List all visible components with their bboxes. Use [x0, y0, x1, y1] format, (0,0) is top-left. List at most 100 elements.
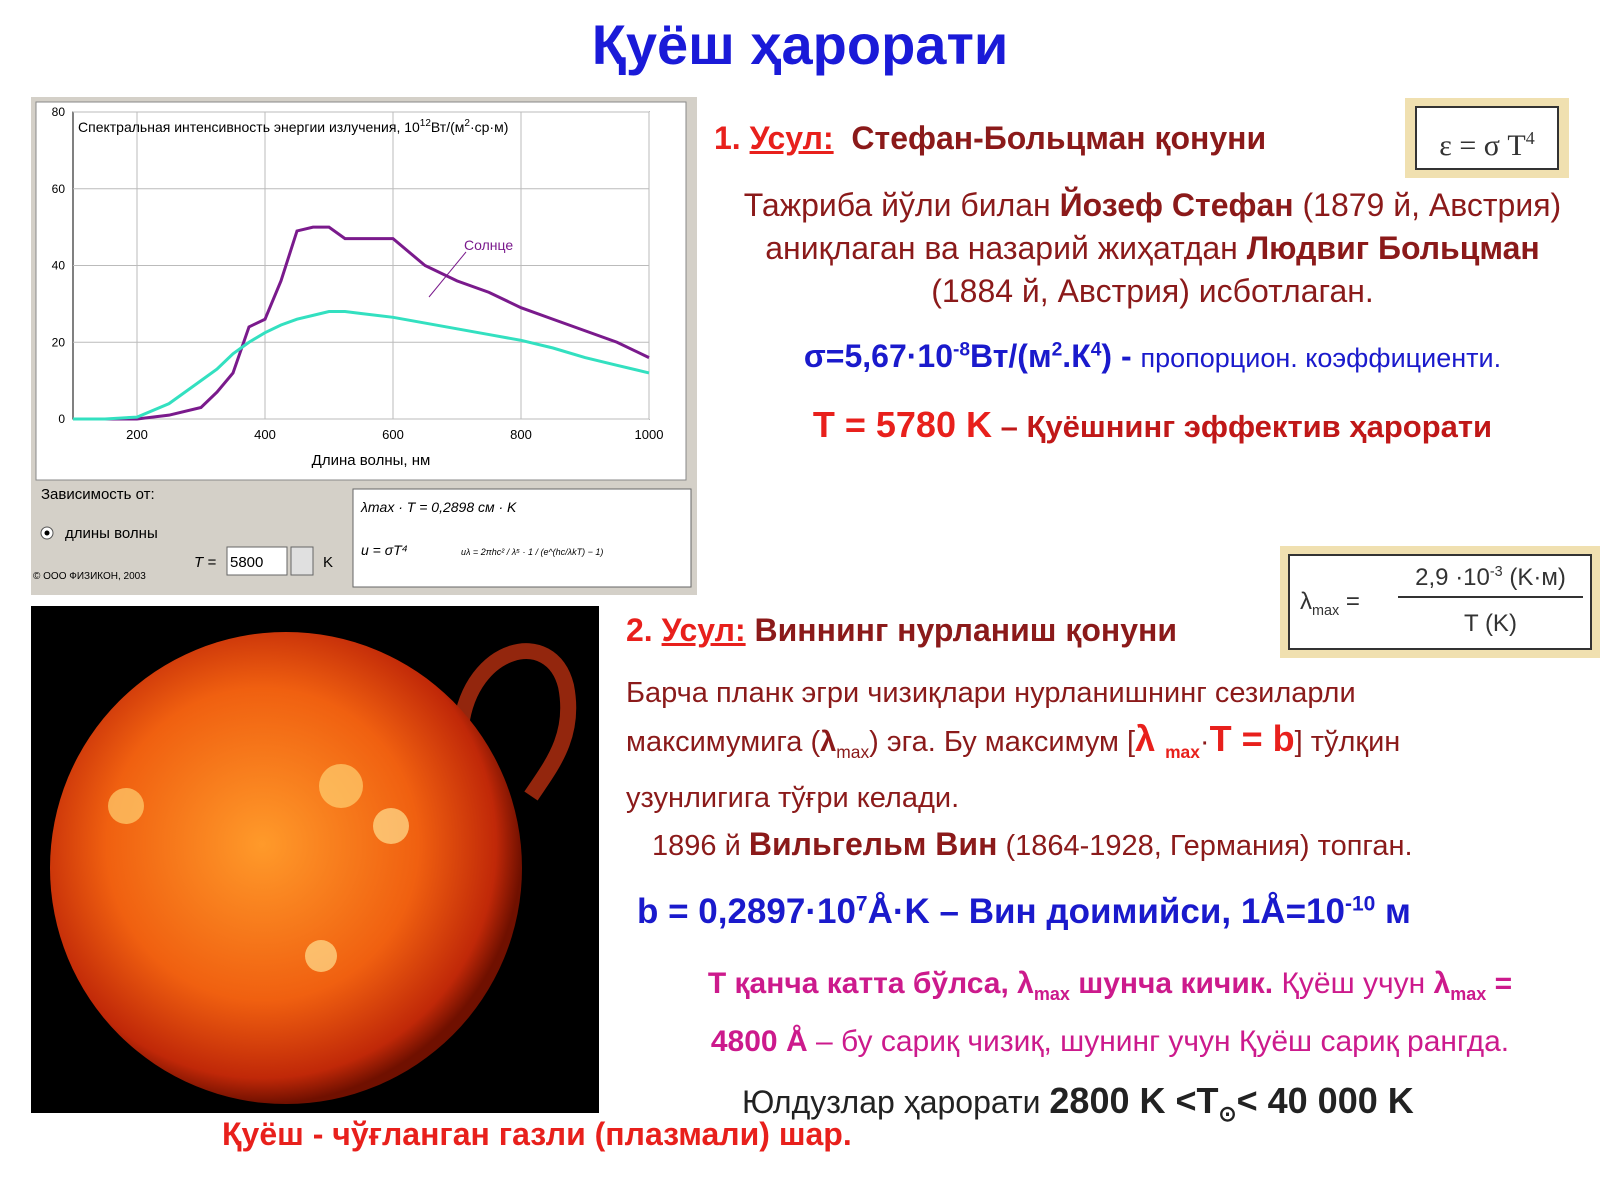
x-axis-label: Длина волны, нм: [312, 452, 431, 469]
note: T қанча катта бўлса, λmax шунча кичик. Қ…: [630, 960, 1590, 1066]
panel-label: Зависимость от:: [41, 486, 155, 503]
x-tick-label: 200: [126, 427, 148, 442]
formula-box: [352, 488, 692, 588]
text-run: T қанча катта бўлса,: [707, 967, 1018, 1000]
text-run: 4800 Å: [710, 1025, 808, 1058]
y-axis-label-part: ·ср·м): [470, 119, 508, 135]
text-run: пропорцион. коэффициенти.: [1140, 343, 1502, 373]
title: Қуёш ҳарорати: [591, 13, 1009, 76]
text-run: ⊙: [1218, 1101, 1237, 1127]
text-run: (1879 й, Австрия) аниқлаган ва назарий ж…: [765, 187, 1562, 266]
text-run: ) -: [1101, 338, 1141, 374]
text-run: λ: [1300, 588, 1312, 615]
text-run: ε = σ T: [1439, 129, 1526, 162]
series-line: [73, 225, 650, 421]
text-run: b = 0,2897·10: [637, 892, 856, 931]
x-tick-label: 1000: [635, 427, 664, 442]
text-run: Йозеф Стефан: [1059, 187, 1294, 223]
text-run: Вт/(м: [970, 338, 1052, 374]
y-axis-label: Спектральная интенсивность энергии излуч…: [78, 118, 508, 135]
num: 1.: [714, 120, 741, 156]
formula-wien: λmax · T = 0,2898 см · K: [360, 499, 517, 515]
t-input[interactable]: [226, 546, 288, 576]
series-line: [73, 310, 650, 421]
text-run: ·: [1199, 726, 1210, 758]
text-run: 1896 й: [652, 830, 749, 862]
bright-spot: [305, 940, 337, 972]
bright-spot: [373, 808, 409, 844]
y-tick-label: 40: [52, 259, 66, 273]
text-run: T = b: [1209, 718, 1295, 759]
formula-planck: uλ = 2πhc² / λ⁵ · 1 / (e^(hc/λkT) − 1): [461, 547, 603, 557]
formula2-text: λmax = 2,9 ·10-3 (K·м) T (K): [1288, 554, 1592, 650]
text-run: ) эга. Бу максимум [: [869, 726, 1136, 758]
text-run: λ: [1017, 967, 1034, 1000]
text-run: max: [836, 741, 870, 762]
text-run: max: [1165, 741, 1200, 762]
panel-t-value: 5800: [230, 554, 263, 571]
text-run: шунча кичик.: [1069, 967, 1274, 1000]
text-run: λ: [1433, 967, 1451, 1000]
y-axis-label-part: 2: [464, 118, 470, 129]
text-run: 2,9 ·10: [1415, 564, 1490, 591]
text-run: Барча планк эгри чизиқлари нурланишнинг …: [626, 677, 1356, 758]
num: 2.: [626, 612, 653, 648]
formula2: λmax = 2,9 ·10-3 (K·м) T (K): [1280, 546, 1600, 658]
formula1-text: ε = σ T4: [1415, 106, 1559, 170]
chart-panel: 0 20 40 60 80 200 400 600 800 1000 Спектральная ин…: [31, 97, 697, 595]
bright-spot: [108, 788, 144, 824]
x-tick-label: 400: [254, 427, 276, 442]
text-run: max: [1312, 602, 1340, 619]
text-run: max: [1450, 984, 1487, 1004]
text-run: λ: [1135, 718, 1166, 759]
word: Усул:: [749, 120, 834, 156]
y-tick-label: 80: [52, 105, 66, 119]
copyright: © ООО ФИЗИКОН, 2003: [33, 571, 146, 582]
text-run: T (K): [1464, 610, 1517, 637]
spinner[interactable]: [290, 546, 314, 576]
text-run: – Қуёшнинг эффектив ҳарорати: [991, 409, 1493, 444]
law-name: Стефан-Больцман қонуни: [851, 120, 1267, 156]
text-run: 2800 K <T: [1049, 1080, 1219, 1121]
text-run: (K·м): [1502, 564, 1566, 591]
formula-stefan: u = σT⁴: [361, 542, 408, 558]
text-run: λ: [820, 726, 837, 758]
text-run: T = 5780 K: [812, 404, 992, 445]
annotation: Солнце: [464, 237, 513, 253]
b-line: b = 0,2897·107Å·K – Вин доимийси, 1Å=10-…: [637, 892, 1411, 932]
law-name: Виннинг нурланиш қонуни: [754, 612, 1177, 648]
panel-t-label: T =: [194, 554, 216, 571]
caption: Қуёш - чўғланган газли (плазмали) шар.: [222, 1116, 852, 1152]
word: Усул:: [661, 612, 746, 648]
x-tick-label: 600: [382, 427, 404, 442]
text-run: 2: [1051, 339, 1063, 361]
annotation-leader: [428, 251, 467, 298]
y-axis-label-part: 12: [420, 118, 432, 129]
text-run: – бу сариқ чизиқ, шунинг учун Қуёш сариқ…: [807, 1025, 1510, 1058]
text-run: =: [1339, 588, 1360, 615]
radio-dot: [44, 530, 50, 536]
x-tick-label: 800: [510, 427, 532, 442]
text-run: Людвиг Больцман: [1246, 230, 1540, 266]
text-run: σ=5,67·10: [803, 338, 953, 374]
method1-text: Тажриба йўли билан Йозеф Стефан (1879 й,…: [729, 184, 1576, 313]
text-run: =: [1486, 967, 1513, 1000]
text-run: Å·K – Вин доимийси, 1Å=10: [867, 892, 1345, 931]
panel-option: длины волны: [65, 525, 158, 542]
text-run: 4: [1090, 339, 1102, 361]
y-tick-label: 60: [52, 182, 66, 196]
prominence: [453, 643, 577, 801]
text-run: .К: [1062, 338, 1091, 374]
text-run: -10: [1344, 892, 1376, 916]
text-run: max: [1033, 984, 1070, 1004]
text-run: Юлдузлар ҳарорати: [742, 1084, 1050, 1120]
text-run: 7: [855, 892, 868, 916]
panel-t-unit: K: [323, 554, 333, 571]
wien-line: 1896 й Вильгельм Вин (1864-1928, Германи…: [652, 826, 1413, 863]
text-run: м: [1375, 892, 1411, 931]
text-run: (1864-1928, Германия) топган.: [997, 830, 1413, 862]
y-axis-label-part: Вт/(м: [431, 119, 464, 135]
stars-line: Юлдузлар ҳарорати 2800 K <T⊙< 40 000 K: [742, 1080, 1414, 1127]
bright-spot: [319, 764, 363, 808]
